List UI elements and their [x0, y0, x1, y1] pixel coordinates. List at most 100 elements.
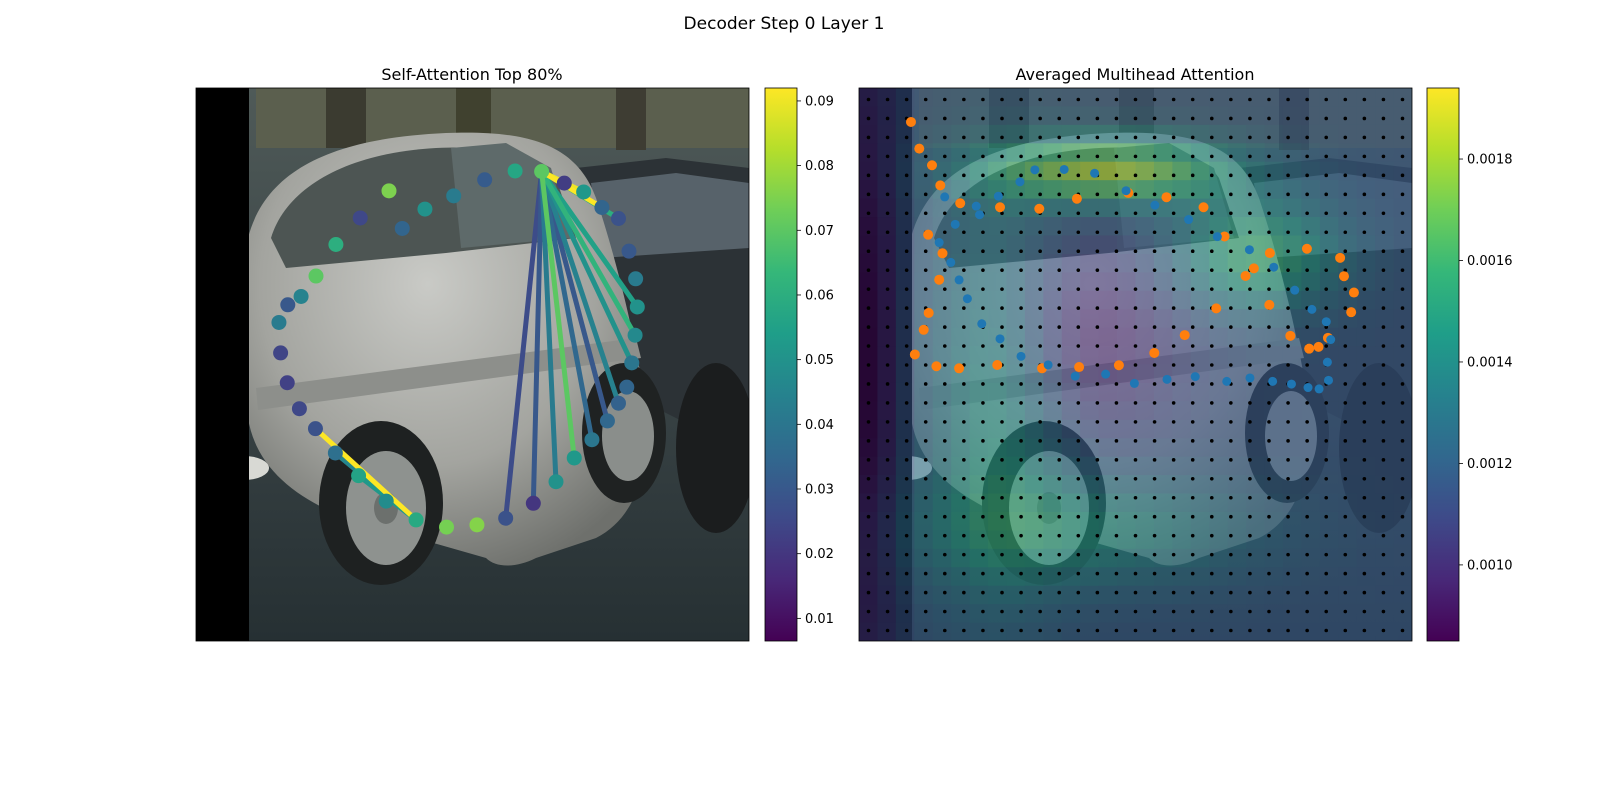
heatmap-cell: [1043, 382, 1063, 402]
heatmap-cell: [951, 475, 970, 494]
grid-point: [866, 590, 871, 595]
heatmap-cell: [1190, 382, 1210, 402]
grid-point: [885, 401, 890, 405]
multihead-attention-panel: Averaged Multihead Attention 0.00100.001…: [858, 65, 1513, 642]
grid-point: [1286, 230, 1290, 235]
grid-point: [981, 173, 985, 178]
heatmap-cell: [1061, 382, 1081, 402]
grid-point: [1324, 287, 1329, 291]
grid-point: [1362, 495, 1367, 500]
heatmap-cell: [859, 124, 878, 144]
grid-point: [1057, 344, 1062, 348]
grid-point: [1343, 173, 1348, 178]
heatmap-cell: [914, 475, 934, 494]
heatmap-cell: [1043, 161, 1063, 181]
grid-point: [1209, 287, 1214, 291]
attention-node: [352, 210, 368, 226]
heatmap-cell: [1209, 493, 1229, 513]
heatmap-cell: [1375, 217, 1394, 236]
reference-point: [1179, 330, 1190, 341]
heatmap-cell: [895, 272, 915, 292]
heatmap-cell: [1024, 124, 1044, 144]
heatmap-cell: [1043, 567, 1063, 587]
heatmap-cell: [877, 235, 897, 255]
attention-node: [628, 271, 644, 287]
heatmap-cell: [1246, 124, 1265, 144]
heatmap-cell: [1338, 456, 1358, 476]
grid-point: [1343, 192, 1348, 197]
heatmap-cell: [859, 161, 878, 181]
heatmap-cell: [895, 493, 915, 513]
grid-point: [1171, 363, 1176, 367]
heatmap-cell: [1172, 419, 1192, 439]
grid-point: [923, 363, 928, 367]
attention-edge: [539, 170, 635, 364]
heatmap-cell: [1172, 475, 1192, 494]
grid-point: [866, 420, 871, 424]
heatmap-cell: [1153, 548, 1173, 568]
heatmap-cell: [1172, 438, 1192, 458]
heatmap-cell: [1006, 585, 1026, 605]
heatmap-cell: [932, 290, 952, 310]
grid-point: [1381, 287, 1386, 291]
heatmap-cell: [1375, 364, 1394, 384]
grid-point: [1400, 439, 1405, 443]
heatmap-cell: [1117, 88, 1136, 107]
grid-point: [1171, 173, 1176, 178]
heatmap-cell: [1338, 180, 1358, 199]
heatmap-cell: [1043, 438, 1063, 458]
query-point: [1121, 186, 1131, 196]
heatmap-cell: [1264, 327, 1284, 347]
heatmap-cell: [988, 382, 1007, 402]
heatmap-cell: [1393, 382, 1412, 402]
grid-point: [1152, 628, 1157, 633]
grid-point: [1209, 401, 1214, 405]
heatmap-cell: [988, 290, 1007, 310]
attention-node: [629, 299, 645, 315]
heatmap-cell: [1282, 290, 1302, 310]
colorbar-tick-label: 0.03: [805, 483, 834, 498]
heatmap-cell: [1282, 180, 1302, 199]
heatmap-cell: [1246, 419, 1265, 439]
grid-point: [1019, 514, 1023, 519]
grid-point: [1152, 401, 1157, 405]
heatmap-cell: [1172, 161, 1192, 181]
grid-point: [942, 401, 947, 405]
heatmap-cell: [932, 217, 952, 236]
heatmap-cell: [1153, 511, 1173, 531]
heatmap-cell: [1043, 401, 1063, 421]
heatmap-cell: [1282, 622, 1302, 641]
heatmap-cell: [1282, 401, 1302, 421]
heatmap-cell: [895, 456, 915, 476]
heatmap-cell: [1098, 382, 1118, 402]
grid-point: [1133, 458, 1138, 462]
heatmap-cell: [1338, 622, 1358, 641]
grid-point: [866, 514, 871, 519]
grid-point: [1133, 476, 1138, 481]
heatmap-cell: [1375, 327, 1394, 347]
grid-point: [1076, 325, 1081, 329]
grid-point: [885, 439, 890, 443]
grid-point: [1209, 97, 1214, 102]
grid-point: [885, 135, 890, 140]
grid-point: [1229, 116, 1233, 121]
heatmap-cell: [1209, 604, 1229, 623]
heatmap-cell: [1264, 493, 1284, 513]
grid-point: [1095, 495, 1100, 500]
heatmap-cell: [1338, 438, 1358, 458]
grid-point: [1381, 590, 1386, 595]
heatmap-cell: [859, 567, 878, 587]
heatmap-cell: [1209, 585, 1229, 605]
heatmap-cell: [914, 585, 934, 605]
attention-edges: [313, 169, 640, 522]
heatmap-cell: [1153, 475, 1173, 494]
grid-point: [1343, 571, 1348, 576]
heatmap-cell: [969, 143, 989, 163]
heatmap-cell: [1117, 272, 1136, 292]
grid-point: [962, 116, 966, 121]
grid-point: [1057, 249, 1062, 254]
heatmap-cell: [1190, 124, 1210, 144]
heatmap-cell: [951, 511, 970, 531]
heatmap-cell: [1153, 567, 1173, 587]
heatmap-cell: [1282, 511, 1302, 531]
